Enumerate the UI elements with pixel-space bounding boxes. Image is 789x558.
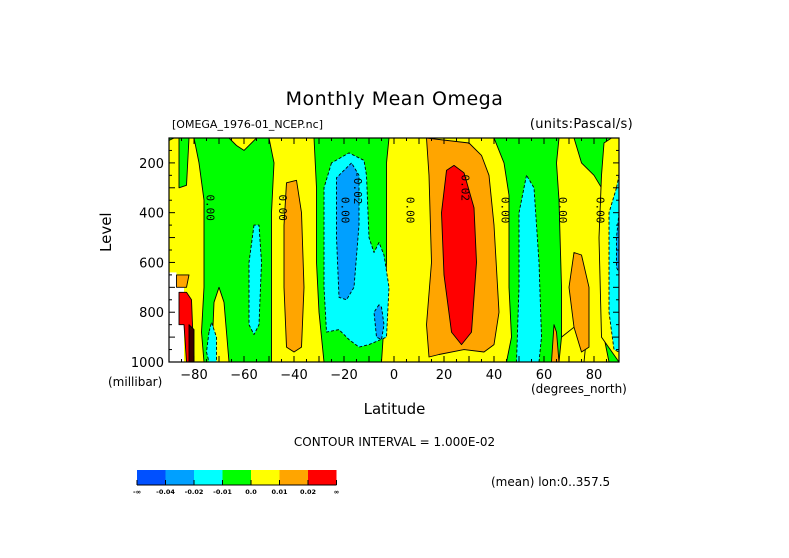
y-tick-label: 200 bbox=[139, 157, 164, 172]
y-tick-label: 400 bbox=[139, 207, 164, 222]
y-axis-units: (millibar) bbox=[108, 375, 163, 389]
contour-label: 0.00 bbox=[339, 197, 352, 224]
region-red bbox=[441, 164, 477, 346]
y-tick-label: 1000 bbox=[131, 356, 164, 371]
y-axis-ticks: 200 400 600 800 1000 bbox=[131, 137, 619, 371]
x-tick-label: 80 bbox=[586, 368, 603, 383]
region-green bbox=[169, 138, 175, 141]
legend-swatch bbox=[137, 470, 166, 485]
legend-label: 0.01 bbox=[271, 488, 288, 496]
region-orange bbox=[568, 252, 590, 353]
x-axis-label: Latitude bbox=[363, 400, 426, 418]
region-extreme bbox=[188, 324, 195, 362]
region-light-blue bbox=[373, 304, 385, 341]
contour-label: 0.02 bbox=[459, 175, 472, 202]
x-tick-label: 0 bbox=[390, 368, 398, 383]
x-axis-ticks: −80 −60 −40 −20 0 20 40 60 80 bbox=[168, 138, 620, 383]
region-light-blue bbox=[616, 212, 619, 273]
y-tick-label: 800 bbox=[139, 306, 164, 321]
x-tick-label: 40 bbox=[486, 368, 503, 383]
x-tick-label: −40 bbox=[280, 368, 307, 383]
x-tick-label: −80 bbox=[180, 368, 207, 383]
x-tick-label: −20 bbox=[330, 368, 357, 383]
legend-label: -∞ bbox=[133, 488, 141, 496]
x-tick-label: 20 bbox=[436, 368, 453, 383]
contour-label: 0.00 bbox=[276, 194, 289, 221]
contour-label: 0.00 bbox=[556, 197, 569, 224]
region-cyan bbox=[206, 321, 217, 362]
mean-longitude-info: (mean) lon:0..357.5 bbox=[491, 475, 611, 489]
region-orange bbox=[176, 274, 190, 288]
contour-label: 0.00 bbox=[594, 197, 607, 224]
contour-label: 0.00 bbox=[499, 197, 512, 224]
legend-swatch bbox=[251, 470, 280, 485]
legend-label: 0.0 bbox=[245, 488, 257, 496]
legend-label: 0.02 bbox=[300, 488, 316, 496]
legend-swatch bbox=[279, 470, 308, 485]
contour-labels: 0.00 0.00 0.00-0.020.000.020.00 0.00 0.00 bbox=[204, 171, 607, 223]
chart-title: Monthly Mean Omega bbox=[285, 88, 504, 110]
legend-swatch bbox=[165, 470, 194, 485]
units-label: (units:Pascal/s) bbox=[529, 117, 633, 132]
legend-label: -0.04 bbox=[156, 488, 175, 496]
region-green bbox=[178, 138, 190, 189]
legend-label: -0.01 bbox=[213, 488, 232, 496]
x-tick-label: −60 bbox=[230, 368, 257, 383]
contour-label: 0.00 bbox=[404, 197, 417, 224]
color-legend: -∞ -0.04 -0.02 -0.01 0.0 0.01 0.02 ∞ bbox=[133, 470, 339, 496]
legend-label: ∞ bbox=[334, 488, 339, 496]
legend-swatch bbox=[194, 470, 223, 485]
legend-swatch bbox=[222, 470, 251, 485]
region-cyan bbox=[248, 224, 262, 336]
contour-label: 0.00 bbox=[204, 194, 217, 221]
y-tick-label: 600 bbox=[139, 256, 164, 271]
dataset-filename: [OMEGA_1976-01_NCEP.nc] bbox=[172, 118, 323, 131]
x-tick-label: 60 bbox=[536, 368, 553, 383]
x-axis-units: (degrees_north) bbox=[531, 382, 627, 396]
region-orange bbox=[551, 324, 560, 362]
contour-label: -0.02 bbox=[351, 171, 364, 204]
region-missing bbox=[169, 272, 177, 362]
region-light-blue bbox=[336, 162, 360, 301]
contour-field bbox=[169, 138, 619, 362]
legend-label: -0.02 bbox=[185, 488, 204, 496]
region-green bbox=[193, 138, 275, 362]
region-cyan bbox=[608, 174, 619, 353]
contour-interval-text: CONTOUR INTERVAL = 1.000E-02 bbox=[293, 435, 496, 449]
region-orange bbox=[283, 179, 305, 353]
legend-swatch bbox=[308, 470, 337, 485]
region-cyan bbox=[516, 174, 542, 362]
